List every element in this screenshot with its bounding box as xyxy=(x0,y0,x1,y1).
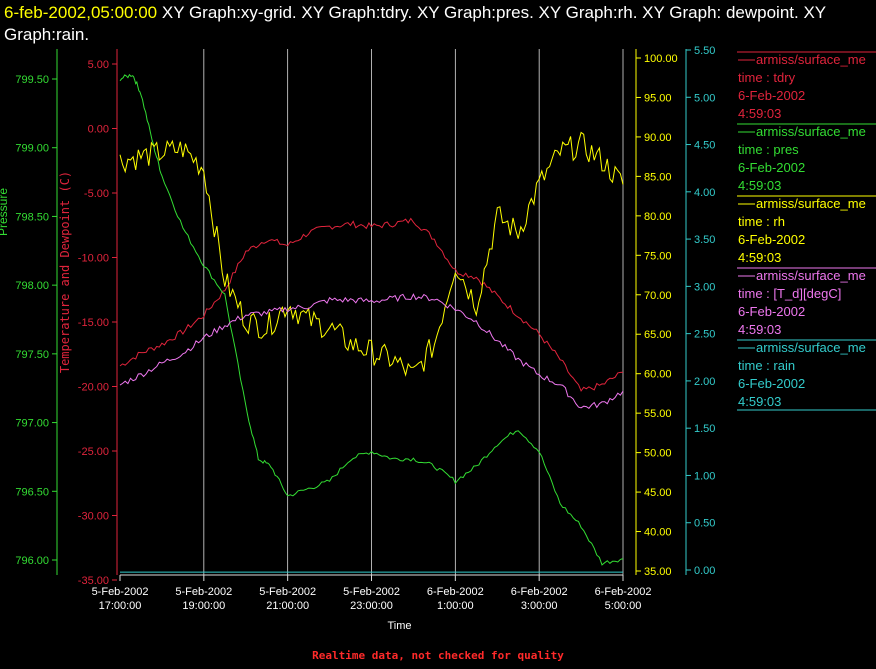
rh-tick-label: 45.00 xyxy=(644,487,672,499)
header-graph-list: XY Graph:xy-grid. XY Graph:tdry. XY Grap… xyxy=(4,3,826,44)
legend-entry-text: 6-Feb-2002 xyxy=(738,160,805,175)
legend-entry-text: armiss/surface_me xyxy=(756,52,866,67)
quality-notice: Realtime data, not checked for quality xyxy=(312,649,564,662)
rain-tick-label: 2.00 xyxy=(694,376,715,388)
rh-tick-label: 65.00 xyxy=(644,329,672,341)
legend-entry-text: time : rain xyxy=(738,358,795,373)
temperature-tick-label: -25.00 xyxy=(78,446,109,458)
legend-entry-text: armiss/surface_me xyxy=(756,268,866,283)
x-tick-label-date: 6-Feb-2002 xyxy=(427,586,484,598)
legend-entry-text: 6-Feb-2002 xyxy=(738,232,805,247)
x-tick-label-time: 19:00:00 xyxy=(182,600,225,612)
x-tick-label-time: 3:00:00 xyxy=(521,600,558,612)
rain-tick-label: 3.50 xyxy=(694,234,715,246)
pressure-axis-label: Pressure xyxy=(0,188,10,236)
legend-entry-text: 4:59:03 xyxy=(738,250,781,265)
temperature-tick-label: 0.00 xyxy=(88,124,109,136)
rh-tick-label: 60.00 xyxy=(644,369,672,381)
pressure-tick-label: 799.00 xyxy=(15,143,49,155)
series-line-tdry xyxy=(119,217,624,392)
pressure-tick-label: 798.50 xyxy=(15,211,49,223)
rain-tick-label: 5.50 xyxy=(694,45,715,57)
rh-tick-label: 95.00 xyxy=(644,92,672,104)
legend-entry-text: 4:59:03 xyxy=(738,394,781,409)
x-axis-label: Time xyxy=(387,620,411,632)
grid-layer xyxy=(203,49,624,575)
rain-tick-label: 5.00 xyxy=(694,92,715,104)
rain-tick-label: 1.50 xyxy=(694,423,715,435)
rh-tick-label: 90.00 xyxy=(644,132,672,144)
x-tick-label-date: 6-Feb-2002 xyxy=(595,586,652,598)
x-tick-label-time: 21:00:00 xyxy=(266,600,309,612)
graph-header: 6-feb-2002,05:00:00 XY Graph:xy-grid. XY… xyxy=(4,2,872,46)
legend-entry-text: time : [T_d][degC] xyxy=(738,286,841,301)
temperature-tick-label: -35.00 xyxy=(78,575,109,587)
x-tick-label-time: 5:00:00 xyxy=(605,600,642,612)
rain-tick-label: 2.50 xyxy=(694,329,715,341)
temperature-axis-label: Temperature and Dewpoint (C) xyxy=(58,171,72,373)
legend-entry-text: 4:59:03 xyxy=(738,178,781,193)
rain-tick-label: 0.00 xyxy=(694,565,715,577)
x-tick-label-date: 5-Feb-2002 xyxy=(343,586,400,598)
legend-entry-text: 4:59:03 xyxy=(738,106,781,121)
legend-entry-text: time : tdry xyxy=(738,70,796,85)
rh-tick-label: 85.00 xyxy=(644,171,672,183)
series-line-t-d-degc xyxy=(119,293,624,409)
legend-entry-text: 4:59:03 xyxy=(738,322,781,337)
legend-entry-text: time : rh xyxy=(738,214,785,229)
pressure-tick-label: 796.50 xyxy=(15,486,49,498)
x-tick-label-date: 5-Feb-2002 xyxy=(175,586,232,598)
legend-entry-text: armiss/surface_me xyxy=(756,196,866,211)
temperature-tick-label: -30.00 xyxy=(78,511,109,523)
rh-tick-label: 75.00 xyxy=(644,250,672,262)
pressure-tick-label: 797.00 xyxy=(15,418,49,430)
rh-tick-label: 55.00 xyxy=(644,408,672,420)
series-layer xyxy=(119,73,624,573)
axes-layer: 5-Feb-2002 17:00:00 5-Feb-2002 19:00:00 5-Fe… xyxy=(0,45,715,632)
rh-tick-label: 80.00 xyxy=(644,211,672,223)
x-tick-label-time: 17:00:00 xyxy=(99,600,142,612)
temperature-tick-label: -5.00 xyxy=(84,188,109,200)
series-line-pres xyxy=(119,73,624,566)
rain-tick-label: 1.00 xyxy=(694,470,715,482)
x-tick-label-date: 5-Feb-2002 xyxy=(259,586,316,598)
rain-tick-label: 3.00 xyxy=(694,281,715,293)
pressure-tick-label: 797.50 xyxy=(15,349,49,361)
temperature-tick-label: -10.00 xyxy=(78,253,109,265)
pressure-tick-label: 799.50 xyxy=(15,74,49,86)
x-tick-label-date: 6-Feb-2002 xyxy=(511,586,568,598)
temperature-tick-label: -20.00 xyxy=(78,382,109,394)
temperature-tick-label: -15.00 xyxy=(78,317,109,329)
legend-entry-text: armiss/surface_me xyxy=(756,124,866,139)
legend-entry-text: 6-Feb-2002 xyxy=(738,376,805,391)
legend-entry-text: armiss/surface_me xyxy=(756,340,866,355)
rain-tick-label: 4.00 xyxy=(694,187,715,199)
pressure-tick-label: 798.00 xyxy=(15,280,49,292)
temperature-tick-label: 5.00 xyxy=(88,59,109,71)
rh-tick-label: 50.00 xyxy=(644,448,672,460)
pressure-tick-label: 796.00 xyxy=(15,555,49,567)
legend-entry-text: 6-Feb-2002 xyxy=(738,304,805,319)
x-tick-label-time: 1:00:00 xyxy=(437,600,474,612)
rh-tick-label: 100.00 xyxy=(644,53,678,65)
rh-tick-label: 70.00 xyxy=(644,290,672,302)
rh-tick-label: 35.00 xyxy=(644,566,672,578)
legend-entry-text: time : pres xyxy=(738,142,799,157)
x-tick-label-time: 23:00:00 xyxy=(350,600,393,612)
rh-tick-label: 40.00 xyxy=(644,527,672,539)
x-tick-label-date: 5-Feb-2002 xyxy=(92,586,149,598)
rain-tick-label: 0.50 xyxy=(694,518,715,530)
rain-tick-label: 4.50 xyxy=(694,140,715,152)
legend-entry-text: 6-Feb-2002 xyxy=(738,88,805,103)
header-timestamp: 6-feb-2002,05:00:00 xyxy=(4,3,158,22)
series-line-rh xyxy=(119,131,624,377)
